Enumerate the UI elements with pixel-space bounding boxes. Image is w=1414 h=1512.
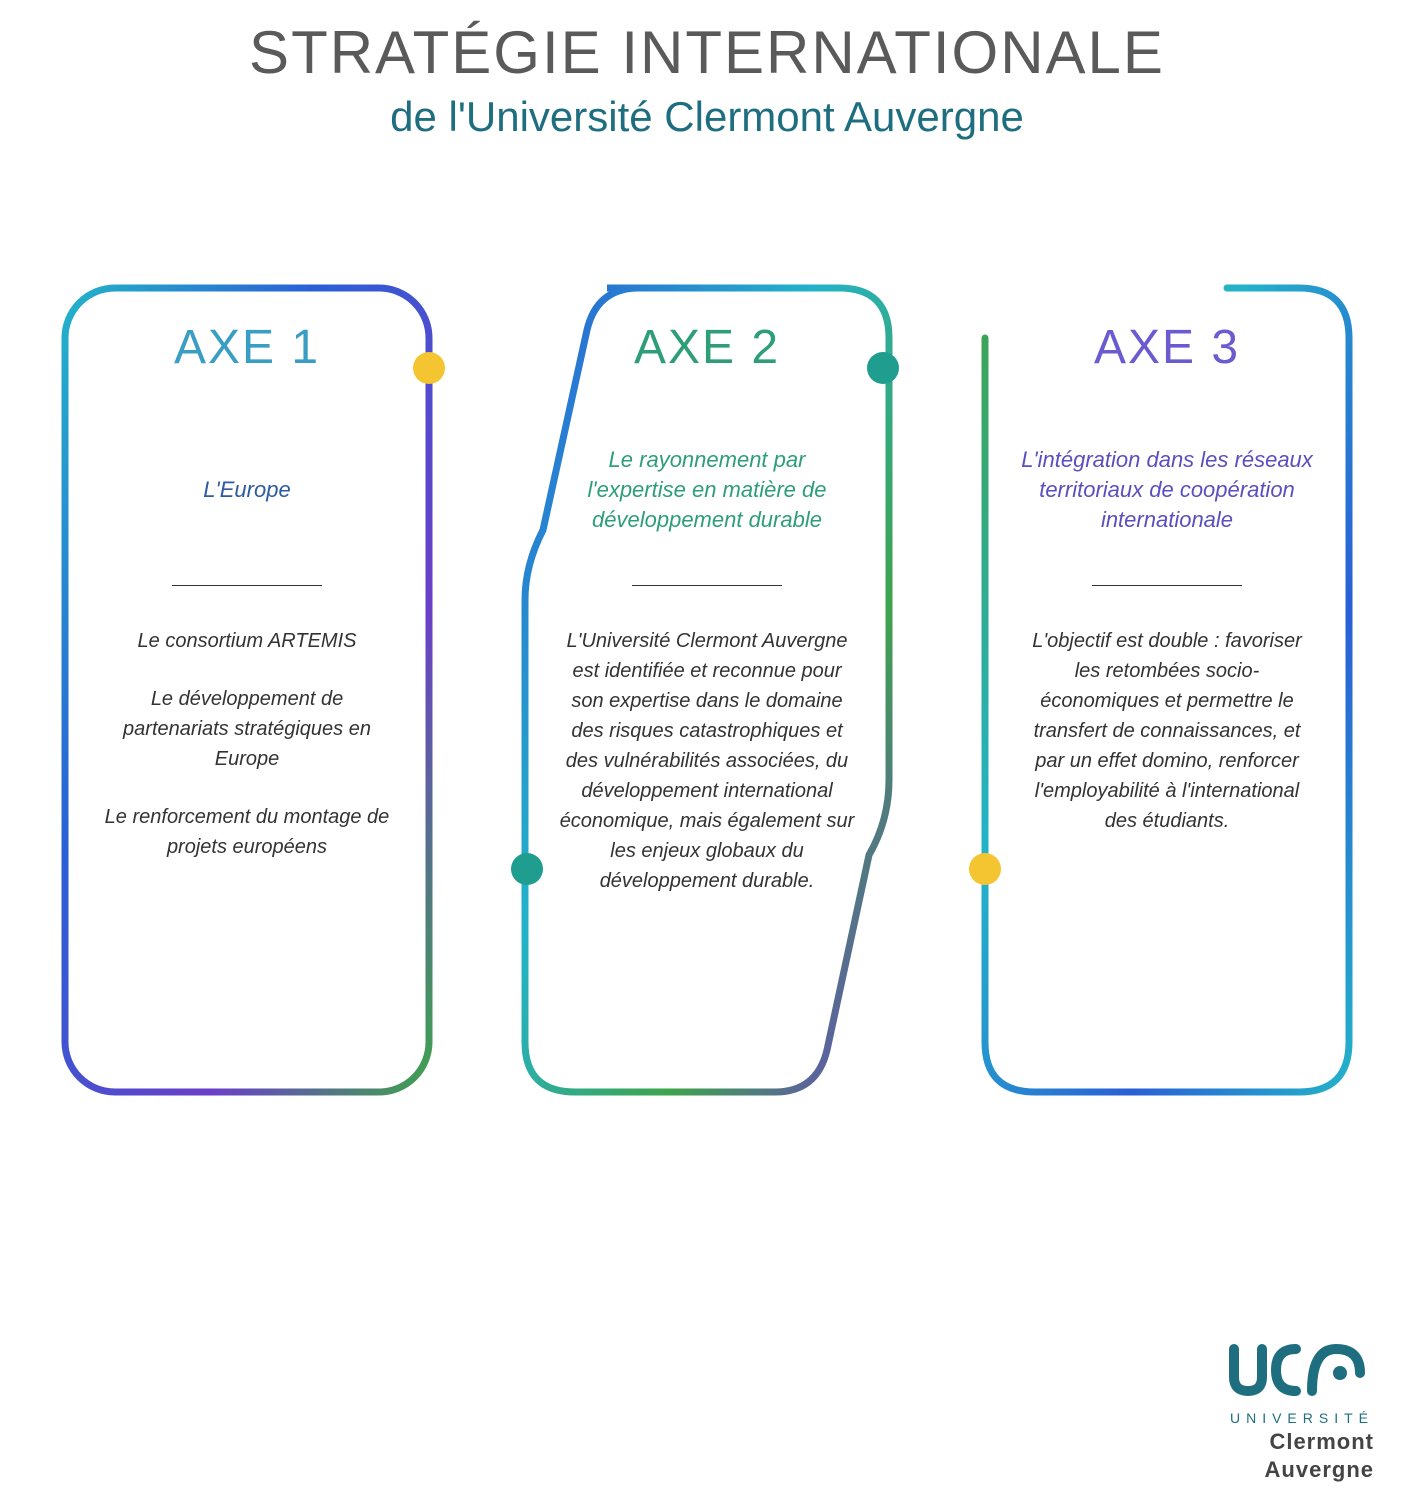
page-title: STRATÉGIE INTERNATIONALE: [0, 18, 1414, 87]
logo-line1: UNIVERSITÉ: [1224, 1410, 1374, 1426]
dot-top-2: [867, 352, 899, 384]
axe-1-label: AXE 1: [87, 320, 407, 375]
header: STRATÉGIE INTERNATIONALE de l'Université…: [0, 0, 1414, 141]
axe-1-subtitle: L'Europe: [87, 415, 407, 565]
card-axe-2: AXE 2 Le rayonnement par l'expertise en …: [517, 280, 897, 1100]
uca-logo: UNIVERSITÉ Clermont Auvergne: [1224, 1339, 1374, 1482]
uca-logo-mark: [1224, 1339, 1374, 1399]
axe-2-text: L'Université Clermont Auvergne est ident…: [557, 626, 857, 896]
card-inner-1: AXE 1 L'Europe Le consortium ARTEMIS Le …: [87, 320, 407, 890]
logo-line2: Clermont: [1224, 1430, 1374, 1454]
dot-top-1: [413, 352, 445, 384]
dot-bottom-3: [969, 853, 1001, 885]
axe-1-p2: Le développement de partenariats stratég…: [97, 684, 397, 774]
axe-2-subtitle: Le rayonnement par l'expertise en matièr…: [547, 415, 867, 565]
dot-bottom-2: [511, 853, 543, 885]
divider-1: [172, 585, 322, 586]
page-subtitle: de l'Université Clermont Auvergne: [0, 93, 1414, 141]
divider-3: [1092, 585, 1242, 586]
axe-3-text: L'objectif est double : favoriser les re…: [1017, 626, 1317, 836]
axe-3-subtitle: L'intégration dans les réseaux territori…: [1007, 415, 1327, 565]
axe-1-p3: Le renforcement du montage de projets eu…: [97, 802, 397, 862]
divider-2: [632, 585, 782, 586]
axe-1-p1: Le consortium ARTEMIS: [97, 626, 397, 656]
card-inner-3: AXE 3 L'intégration dans les réseaux ter…: [1007, 320, 1327, 864]
card-inner-2: AXE 2 Le rayonnement par l'expertise en …: [547, 320, 867, 924]
card-axe-1: AXE 1 L'Europe Le consortium ARTEMIS Le …: [57, 280, 437, 1100]
axe-2-label: AXE 2: [547, 320, 867, 375]
card-axe-3: AXE 3 L'intégration dans les réseaux ter…: [977, 280, 1357, 1100]
cards-row: AXE 1 L'Europe Le consortium ARTEMIS Le …: [0, 280, 1414, 1150]
axe-3-label: AXE 3: [1007, 320, 1327, 375]
axe-2-body: L'Université Clermont Auvergne est ident…: [547, 626, 867, 896]
logo-line3: Auvergne: [1224, 1458, 1374, 1482]
axe-1-body: Le consortium ARTEMIS Le développement d…: [87, 626, 407, 862]
axe-3-body: L'objectif est double : favoriser les re…: [1007, 626, 1327, 836]
